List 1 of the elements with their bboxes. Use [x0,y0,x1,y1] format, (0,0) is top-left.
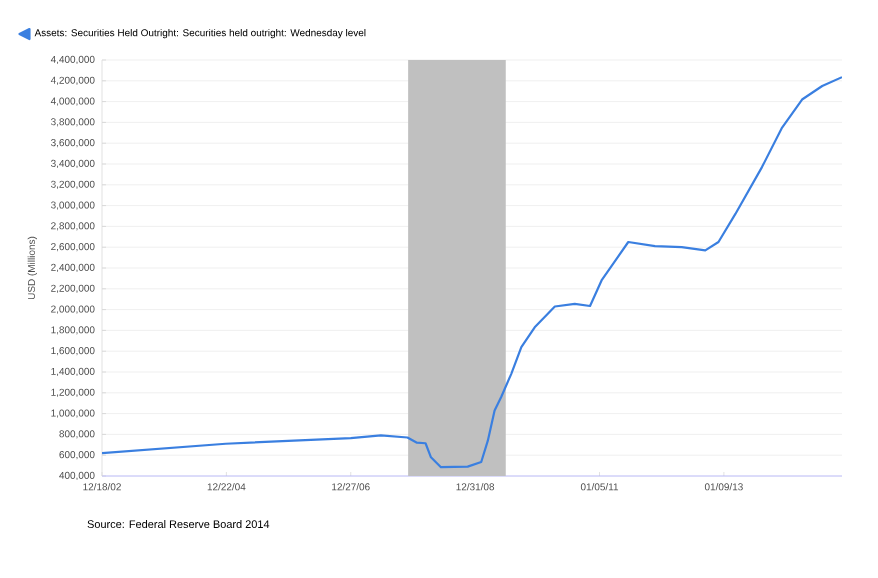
line-series [102,76,843,469]
